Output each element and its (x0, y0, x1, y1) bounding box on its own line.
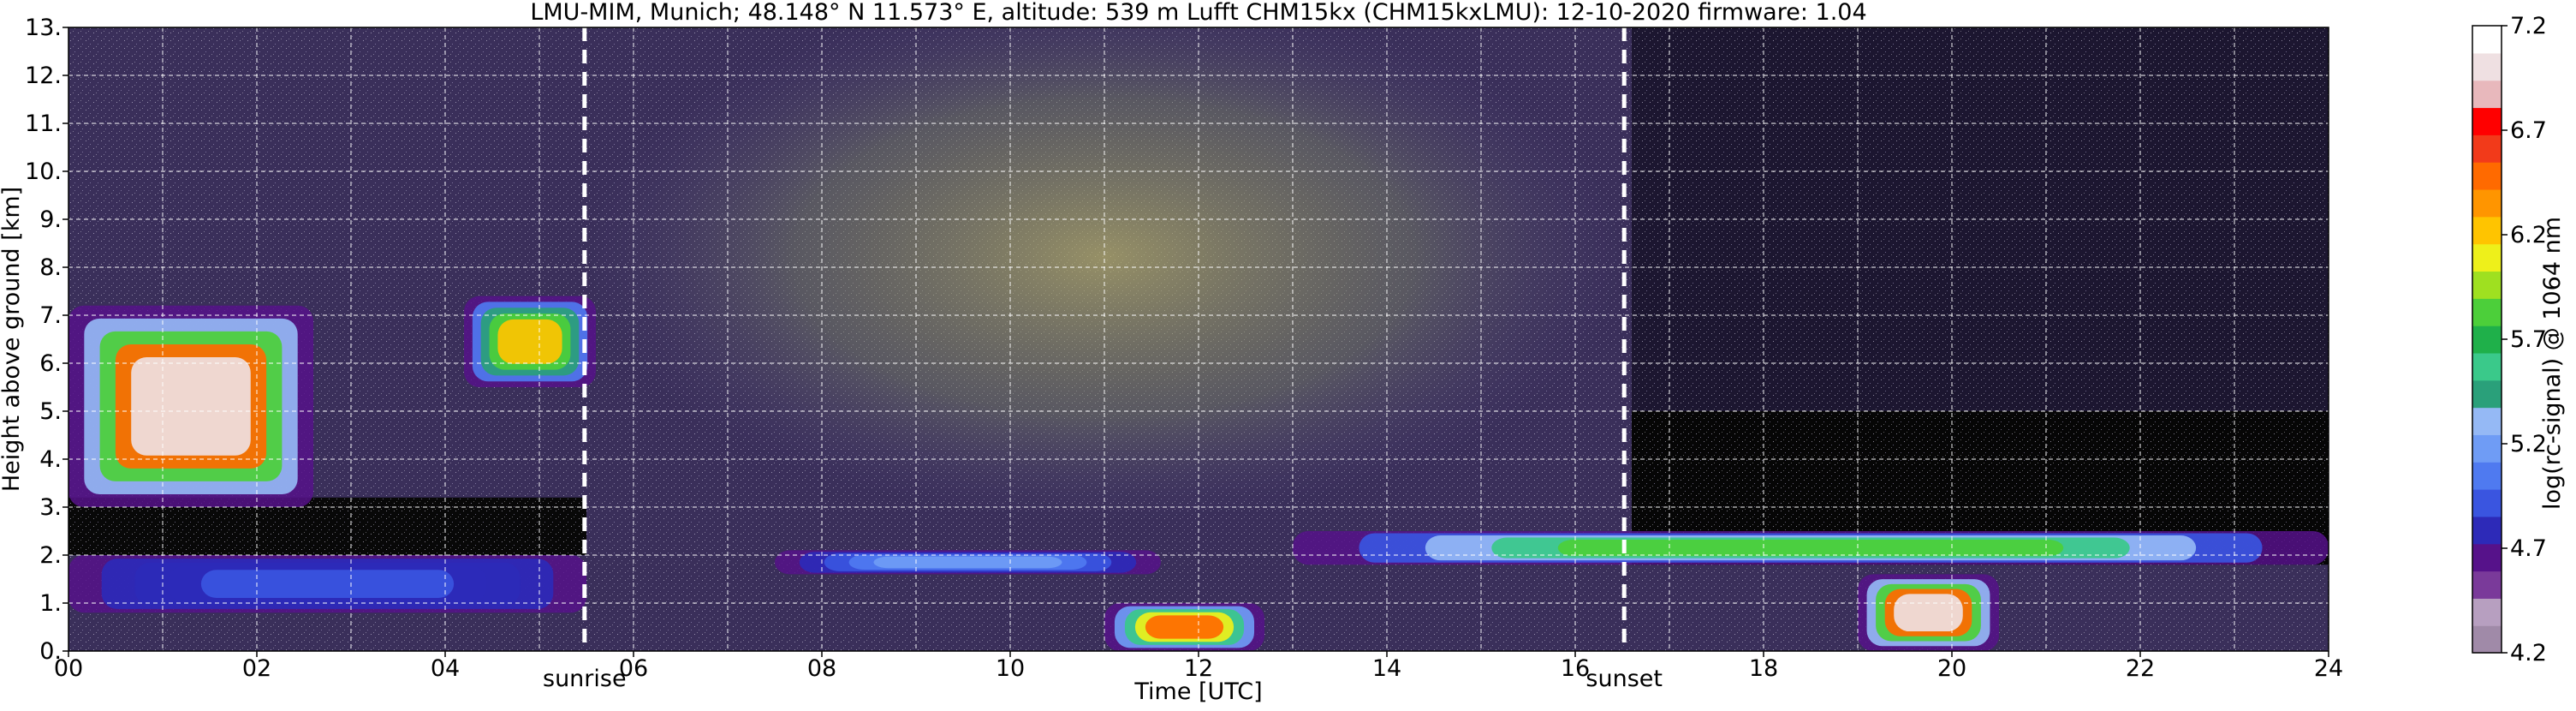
colorbar-segment (2472, 407, 2502, 435)
y-tick-label: 4. (39, 446, 62, 473)
x-tick-label: 10 (996, 655, 1025, 682)
colorbar-segment (2472, 326, 2502, 354)
x-tick-label: 08 (807, 655, 836, 682)
colorbar-segment (2472, 52, 2502, 81)
signal-layer (1557, 540, 2064, 557)
y-tick-label: 3. (39, 494, 62, 521)
y-tick-label: 11. (25, 111, 62, 137)
y-tick-label: 8. (39, 254, 62, 281)
y-tick-label: 2. (39, 542, 62, 569)
y-tick-label: 10. (25, 158, 62, 185)
colorbar-tick-label: 6.2 (2510, 222, 2547, 248)
x-tick-label: 20 (1937, 655, 1966, 682)
x-tick-label: 22 (2126, 655, 2155, 682)
signal-boundary-layer (1145, 615, 1224, 639)
colorbar-segment (2472, 434, 2502, 463)
colorbar-segment (2472, 134, 2502, 163)
colorbar-segment (2472, 26, 2502, 54)
x-axis: 00 02 04 06 08 10 12 14 16 18 20 22 24 (54, 651, 2343, 682)
y-tick-label: 12. (25, 63, 62, 89)
signal-boundary-layer (1894, 594, 1963, 632)
colorbar-segment (2472, 598, 2502, 626)
x-tick-label: 00 (54, 655, 83, 682)
y-axis-label: Height above ground [km] (0, 187, 25, 492)
signal-layer (200, 570, 455, 598)
x-tick-label: 12 (1184, 655, 1213, 682)
x-tick-label: 04 (431, 655, 460, 682)
y-axis: 0. 1. 2. 3. 4. 5. 6. 7. 8. 9. 10. 11. 12. 13. (25, 15, 68, 665)
x-tick-label: 06 (619, 655, 648, 682)
signal-layer (873, 556, 1062, 569)
signal-cloud (131, 357, 251, 456)
y-tick-label: 13. (25, 15, 62, 41)
x-axis-label: Time [UTC] (1133, 678, 1262, 705)
x-tick-label: 18 (1749, 655, 1778, 682)
annotations: sunrise sunset (543, 666, 1663, 692)
colorbar-segment (2472, 188, 2502, 218)
colorbar-segment (2472, 107, 2502, 135)
x-tick-label: 02 (242, 655, 271, 682)
colorbar-segment (2472, 462, 2502, 490)
colorbar-segment (2472, 489, 2502, 517)
event-layer (582, 27, 1627, 651)
y-tick-label: 5. (39, 398, 62, 425)
x-tick-label: 14 (1372, 655, 1401, 682)
colorbar-tick-label: 4.2 (2510, 640, 2547, 666)
colorbar-tick-label: 6.7 (2510, 117, 2547, 144)
sunset-label: sunset (1585, 666, 1663, 692)
colorbar-tick-label: 4.7 (2510, 535, 2547, 562)
y-tick-label: 7. (39, 302, 62, 329)
colorbar-segment (2472, 271, 2502, 299)
colorbar-segment (2472, 625, 2502, 654)
colorbar-segment (2472, 379, 2502, 409)
feature-layer (68, 27, 2329, 651)
colorbar-tick-label: 5.7 (2510, 326, 2547, 353)
y-tick-label: 6. (39, 350, 62, 377)
y-tick-label: 9. (39, 206, 62, 233)
colorbar: 4.2 4.7 5.2 5.7 6.2 6.7 7.2 (2472, 13, 2547, 666)
colorbar-segment (2472, 80, 2502, 109)
colorbar-segment (2472, 571, 2502, 599)
colorbar-segment (2472, 216, 2502, 245)
sunrise-label: sunrise (543, 666, 627, 692)
colorbar-segment (2472, 243, 2502, 272)
colorbar-tick-label: 7.2 (2510, 13, 2547, 39)
plot-area (68, 27, 2329, 651)
noise-region (586, 27, 1622, 521)
colorbar-segment (2472, 516, 2502, 545)
colorbar-tick-label: 5.2 (2510, 431, 2547, 457)
colorbar-segment (2472, 543, 2502, 572)
colorbar-segment (2472, 162, 2502, 190)
colorbar-segment (2472, 352, 2502, 381)
chart-title: LMU-MIM, Munich; 48.148° N 11.573° E, al… (530, 0, 1866, 26)
signal-cloud (497, 319, 562, 364)
y-tick-label: 1. (39, 590, 62, 617)
x-tick-label: 24 (2314, 655, 2343, 682)
colorbar-segment (2472, 298, 2502, 326)
colorbar-label: log(rc-signal) @ 1064 nm (2539, 217, 2566, 510)
grid-layer (68, 27, 2329, 651)
y-tick-label: 0. (39, 638, 62, 665)
x-tick-label: 16 (1561, 655, 1590, 682)
